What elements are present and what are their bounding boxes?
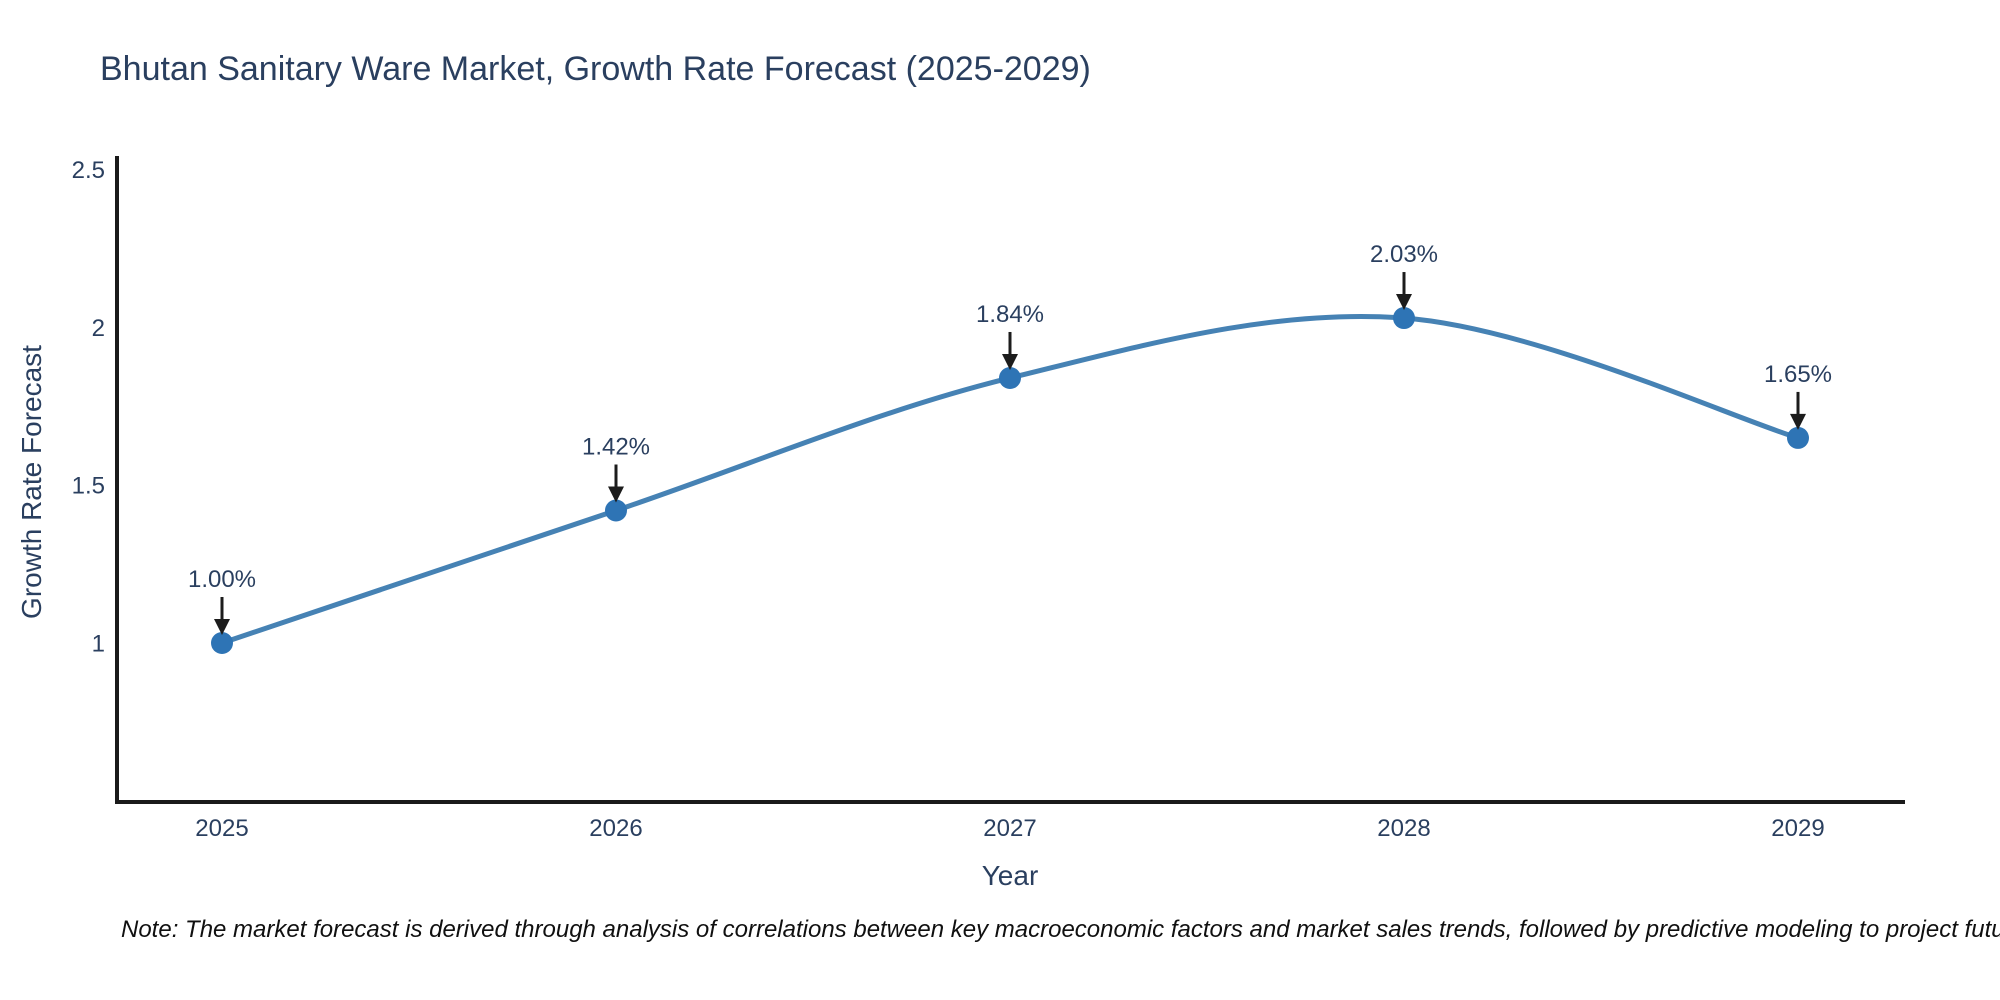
annotation-arrowhead xyxy=(1002,353,1018,370)
y-tick-label: 1 xyxy=(92,630,105,657)
y-tick-label: 2.5 xyxy=(72,157,105,184)
chart-title: Bhutan Sanitary Ware Market, Growth Rate… xyxy=(100,50,1091,88)
annotation-arrowhead xyxy=(1396,294,1412,311)
annotation-arrowhead xyxy=(214,619,230,635)
x-tick-label: 2029 xyxy=(1771,815,1824,842)
data-point-marker[interactable] xyxy=(605,499,627,522)
data-point-label: 1.00% xyxy=(188,566,256,593)
data-point-label: 1.42% xyxy=(582,433,650,460)
annotation-arrowhead xyxy=(1790,413,1806,430)
note-text: Note: The market forecast is derived thr… xyxy=(121,916,2000,943)
y-axis-title: Growth Rate Forecast xyxy=(16,345,47,619)
y-tick-label: 2 xyxy=(92,315,105,342)
data-point-marker[interactable] xyxy=(211,632,233,654)
x-axis-title: Year xyxy=(981,860,1039,891)
y-tick-label: 1.5 xyxy=(72,473,105,500)
data-point-label: 1.84% xyxy=(976,301,1044,328)
data-point-marker[interactable] xyxy=(999,366,1021,389)
data-point-label: 2.03% xyxy=(1370,241,1438,268)
data-point-marker[interactable] xyxy=(1393,307,1415,330)
x-tick-label: 2026 xyxy=(589,815,642,842)
annotation-arrowhead xyxy=(608,486,624,503)
x-tick-label: 2028 xyxy=(1377,815,1430,842)
data-point-label: 1.65% xyxy=(1764,361,1832,388)
x-tick-label: 2025 xyxy=(195,815,248,842)
x-tick-label: 2027 xyxy=(983,815,1036,842)
data-point-marker[interactable] xyxy=(1787,426,1809,449)
